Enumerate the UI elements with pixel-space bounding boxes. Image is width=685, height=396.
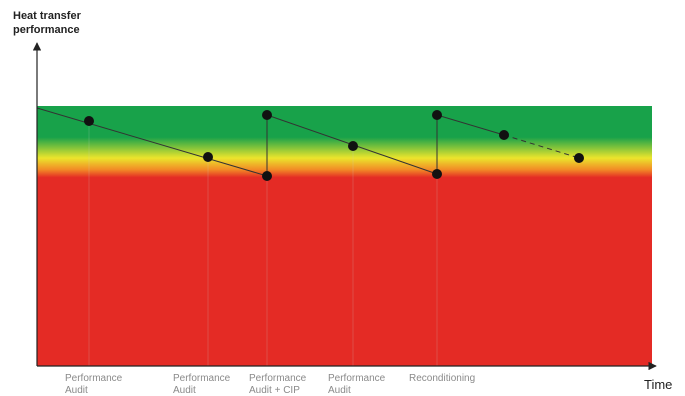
event-label-4-line-1: Performance	[328, 373, 386, 384]
performance-line	[36, 107, 580, 177]
y-axis-title-line-1: Heat transfer	[13, 10, 82, 22]
marker-reconditioning-after	[432, 110, 442, 120]
event-label-3-line-1: Performance	[249, 373, 307, 384]
decline-segment-3	[436, 114, 505, 136]
marker-projected-1	[499, 130, 509, 140]
x-axis-title: Time	[644, 377, 672, 392]
marker-cip-before	[262, 171, 272, 181]
event-label-1-line-2: Audit	[65, 385, 88, 396]
event-label-5-line-1: Reconditioning	[409, 373, 475, 384]
event-label-4-line-2: Audit	[328, 385, 351, 396]
event-label-1-line-1: Performance	[65, 373, 123, 384]
event-label-2-line-2: Audit	[173, 385, 196, 396]
marker-performance-audit-3	[348, 141, 358, 151]
event-markers	[84, 110, 584, 181]
marker-performance-audit-1	[84, 116, 94, 126]
marker-performance-audit-2	[203, 152, 213, 162]
performance-zone-background	[37, 106, 652, 366]
marker-reconditioning-before	[432, 169, 442, 179]
marker-cip-after	[262, 110, 272, 120]
projected-decline-segment	[503, 134, 580, 159]
marker-projected-2	[574, 153, 584, 163]
y-axis-title-line-2: performance	[13, 24, 80, 36]
decline-segment-1	[36, 107, 268, 177]
event-label-3-line-2: Audit + CIP	[249, 385, 300, 396]
event-label-2-line-1: Performance	[173, 373, 231, 384]
